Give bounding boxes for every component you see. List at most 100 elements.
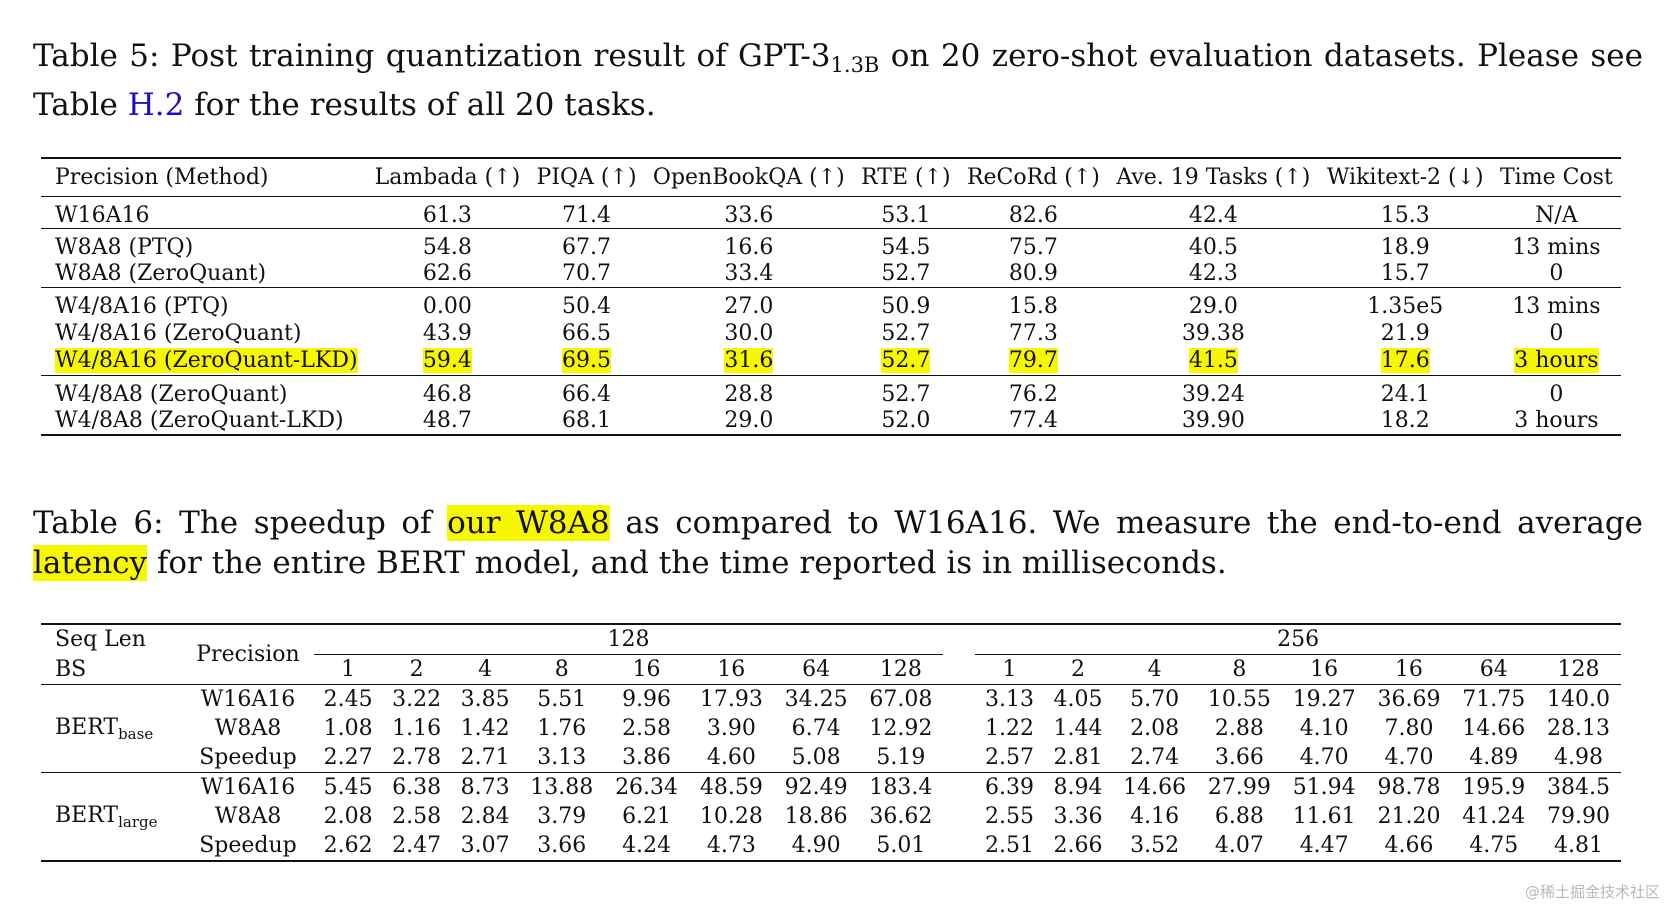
table5-value-cell: 43.9 (366, 319, 528, 347)
table5-value-cell: 70.7 (528, 260, 644, 288)
table5-value-cell: 62.6 (366, 260, 528, 288)
table6-row: Speedup 2.62 2.47 3.07 3.66 4.24 4.73 4.90 5.01 2… (41, 831, 1621, 862)
table6-caption-highlight-w8a8: our W8A8 (447, 505, 610, 541)
table5-row: W4/8A16 (ZeroQuant-LKD) 59.4 69.5 31.6 52.7 7… (41, 347, 1621, 375)
table5-caption-suffix: for the results of all 20 tasks. (184, 87, 656, 123)
table5-cell-text: 66.4 (562, 381, 612, 407)
column-spacer (943, 714, 975, 743)
latency-cell: 2.74 (1130, 745, 1180, 770)
table5-cell-text: 52.0 (881, 407, 931, 433)
latency-cell: 13.88 (519, 772, 605, 802)
table5-cell-text: 29.0 (724, 407, 774, 433)
latency-cell: 4.10 (1299, 716, 1349, 741)
table5-method-cell: W4/8A16 (ZeroQuant-LKD) (41, 347, 366, 375)
table5-cell-text: 61.3 (422, 202, 472, 228)
table-h2-link[interactable]: H.2 (127, 87, 185, 123)
bs-value: 1 (313, 654, 383, 685)
table6-row: W8A8 1.08 1.16 1.42 1.76 2.58 3.90 6.74 12.92 1.2… (41, 714, 1621, 743)
table5-cell-text: 54.8 (422, 234, 472, 260)
table5-column-header: ReCoRd (↑) (966, 164, 1100, 190)
latency-cell: 36.62 (869, 804, 933, 829)
table5-cell-text: 82.6 (1008, 202, 1058, 228)
table6-row: BERTbase W16A16 2.45 3.22 3.85 5.51 9.96 17.93 3… (41, 685, 1621, 743)
latency-cell: 2.47 (382, 831, 451, 862)
table5-cell-text: 39.90 (1181, 407, 1245, 433)
table5-value-cell: 50.9 (853, 288, 959, 319)
table5-value-cell: 79.7 (959, 347, 1108, 375)
bs-value: 4 (450, 654, 520, 685)
table5-cell-text: 52.7 (881, 348, 931, 374)
latency-cell: 27.99 (1197, 772, 1282, 802)
table5-value-cell: 40.5 (1108, 228, 1319, 260)
table5-cell-text: 17.6 (1380, 348, 1430, 374)
table5-cell-text: 53.1 (881, 202, 931, 228)
precision-cell: W8A8 (214, 804, 282, 829)
latency-cell: 4.66 (1366, 831, 1452, 862)
latency-cell: 3.36 (1053, 804, 1103, 829)
table5-value-cell: 48.7 (366, 407, 528, 435)
table5-value-cell: 13 mins (1492, 228, 1621, 260)
latency-cell: 2.71 (460, 745, 510, 770)
bs-value: 64 (1451, 654, 1537, 685)
header-spacer (943, 623, 976, 655)
latency-cell: 2.58 (622, 716, 672, 741)
table5-cell-text: 50.4 (562, 294, 612, 319)
table5-cell-text: 77.3 (1008, 320, 1058, 346)
column-spacer (943, 802, 975, 831)
latency-cell: 5.45 (313, 772, 383, 802)
precision-cell: W16A16 (182, 772, 314, 802)
latency-cell: 41.24 (1462, 804, 1526, 829)
table5-value-cell: 39.90 (1108, 407, 1319, 435)
table5-value-cell: 75.7 (959, 228, 1108, 260)
latency-cell: 2.58 (392, 804, 442, 829)
table5-column-header: OpenBookQA (↑) (652, 164, 845, 190)
table5-row: W4/8A16 (ZeroQuant) 43.9 66.5 30.0 52.7 77.3 3… (41, 319, 1621, 347)
latency-cell: 3.90 (706, 716, 756, 741)
table5-column-header: RTE (↑) (861, 164, 951, 190)
table5-cell-text: W8A8 (PTQ) (55, 234, 194, 260)
table5-cell-text: 62.6 (422, 260, 472, 286)
bs-value: 8 (1197, 654, 1282, 685)
table5-value-cell: 29.0 (645, 407, 853, 435)
latency-cell: 48.59 (688, 772, 774, 802)
table5-cell-text: 46.8 (422, 381, 472, 407)
latency-cell: 5.70 (1130, 687, 1180, 712)
table5-value-cell: 77.3 (959, 319, 1108, 347)
table5-value-cell: 82.6 (959, 196, 1108, 228)
precision-cell: W8A8 (214, 716, 282, 741)
latency-cell: 3.66 (1214, 745, 1264, 770)
latency-cell: 4.60 (706, 745, 756, 770)
table5-value-cell: 0 (1492, 375, 1621, 407)
latency-cell: 1.16 (392, 716, 442, 741)
bs-value: 16 (1366, 654, 1452, 685)
bs-value: 1 (975, 654, 1044, 685)
table5-cell-text: 39.24 (1181, 381, 1245, 407)
latency-cell: 4.07 (1197, 831, 1282, 862)
table6-row: BERTlarge W16A16 5.45 6.38 8.73 13.88 26.34 48.… (41, 772, 1621, 862)
table5-cell-text: 29.0 (1188, 294, 1238, 319)
table5-cell-text: 15.7 (1380, 260, 1430, 286)
table5-row: W4/8A16 (PTQ) 0.00 50.4 27.0 50.9 15.8 29.0 1.3… (41, 287, 1621, 319)
table5-value-cell: 68.1 (528, 407, 644, 435)
latency-cell: 2.81 (1053, 745, 1103, 770)
table5-value-cell: 41.5 (1108, 347, 1319, 375)
table5-method-cell: W8A8 (ZeroQuant) (41, 260, 366, 288)
latency-cell: 19.27 (1292, 687, 1356, 712)
table5-value-cell: 24.1 (1319, 375, 1492, 407)
table5-value-cell: 28.8 (645, 375, 853, 407)
table5-row: W8A8 (PTQ) 54.8 67.7 16.6 54.5 75.7 40.5 18.9 13… (41, 228, 1621, 260)
latency-cell: 384.5 (1536, 772, 1621, 802)
latency-cell: 5.51 (537, 687, 587, 712)
latency-cell: 183.4 (858, 772, 944, 802)
table5-cell-text: 15.8 (1008, 294, 1058, 319)
table5-cell-text: 15.3 (1380, 202, 1430, 228)
table5-value-cell: 42.3 (1108, 260, 1319, 288)
latency-cell: 3.86 (622, 745, 672, 770)
latency-cell: 2.08 (323, 804, 373, 829)
table5-method-cell: W4/8A8 (ZeroQuant-LKD) (41, 407, 366, 435)
latency-cell: 4.73 (688, 831, 774, 862)
table5-cell-text: 77.4 (1008, 407, 1058, 433)
bs-value: 64 (773, 654, 859, 685)
latency-cell: 3.07 (450, 831, 520, 862)
latency-cell: 4.90 (773, 831, 859, 862)
